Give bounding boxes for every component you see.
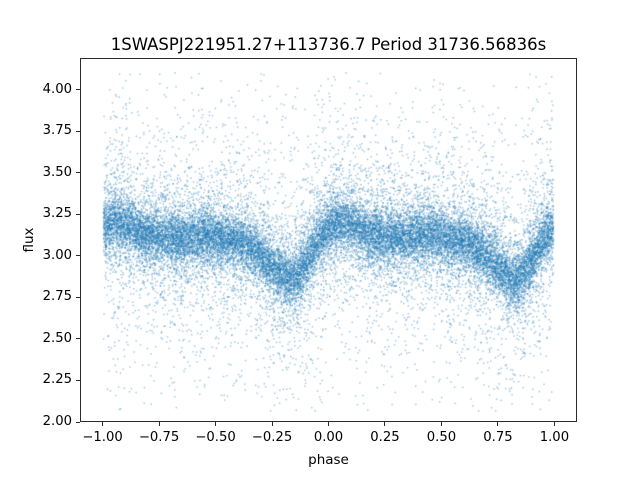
x-tick-label: −0.75 — [138, 430, 180, 445]
y-tick — [75, 255, 80, 257]
y-tick — [75, 130, 80, 132]
y-tick — [75, 213, 80, 215]
x-tick — [328, 422, 329, 426]
x-tick — [553, 422, 555, 426]
x-tick — [384, 422, 386, 426]
y-tick-label: 2.25 — [42, 372, 72, 388]
y-tick-label: 3.25 — [42, 206, 72, 222]
y-tick-label: 2.50 — [42, 330, 72, 346]
x-tick — [158, 422, 160, 426]
x-tick-label: 0.75 — [483, 430, 513, 445]
x-tick-label: 0.00 — [313, 430, 344, 445]
x-tick-label: −1.00 — [82, 430, 123, 445]
y-tick-label: 2.00 — [42, 414, 72, 429]
y-tick-label: 3.75 — [42, 123, 72, 139]
chart-title: 1SWASPJ221951.27+113736.7 Period 31736.5… — [110, 35, 547, 54]
scatter-points-canvas — [81, 59, 576, 421]
x-tick-label: 1.00 — [539, 430, 570, 445]
y-tick — [75, 379, 80, 381]
x-tick-label: −0.50 — [195, 430, 236, 445]
y-tick — [75, 89, 80, 91]
x-tick — [497, 422, 499, 426]
y-tick-label: 3.00 — [42, 247, 72, 263]
y-tick — [75, 172, 80, 174]
plot-area — [80, 58, 577, 422]
y-tick-label: 4.00 — [42, 81, 72, 97]
y-tick — [75, 421, 80, 423]
x-tick — [440, 422, 442, 426]
x-axis-label: phase — [308, 452, 349, 468]
y-tick — [75, 296, 80, 298]
y-tick-label: 3.50 — [42, 164, 72, 180]
x-tick — [102, 422, 104, 426]
x-tick-label: −0.25 — [251, 430, 293, 445]
y-tick-label: 2.75 — [42, 289, 72, 305]
x-tick-label: 0.25 — [370, 430, 400, 445]
y-tick — [75, 338, 80, 340]
x-tick-label: 0.50 — [426, 430, 457, 445]
x-tick — [215, 422, 217, 426]
x-tick — [271, 422, 273, 426]
